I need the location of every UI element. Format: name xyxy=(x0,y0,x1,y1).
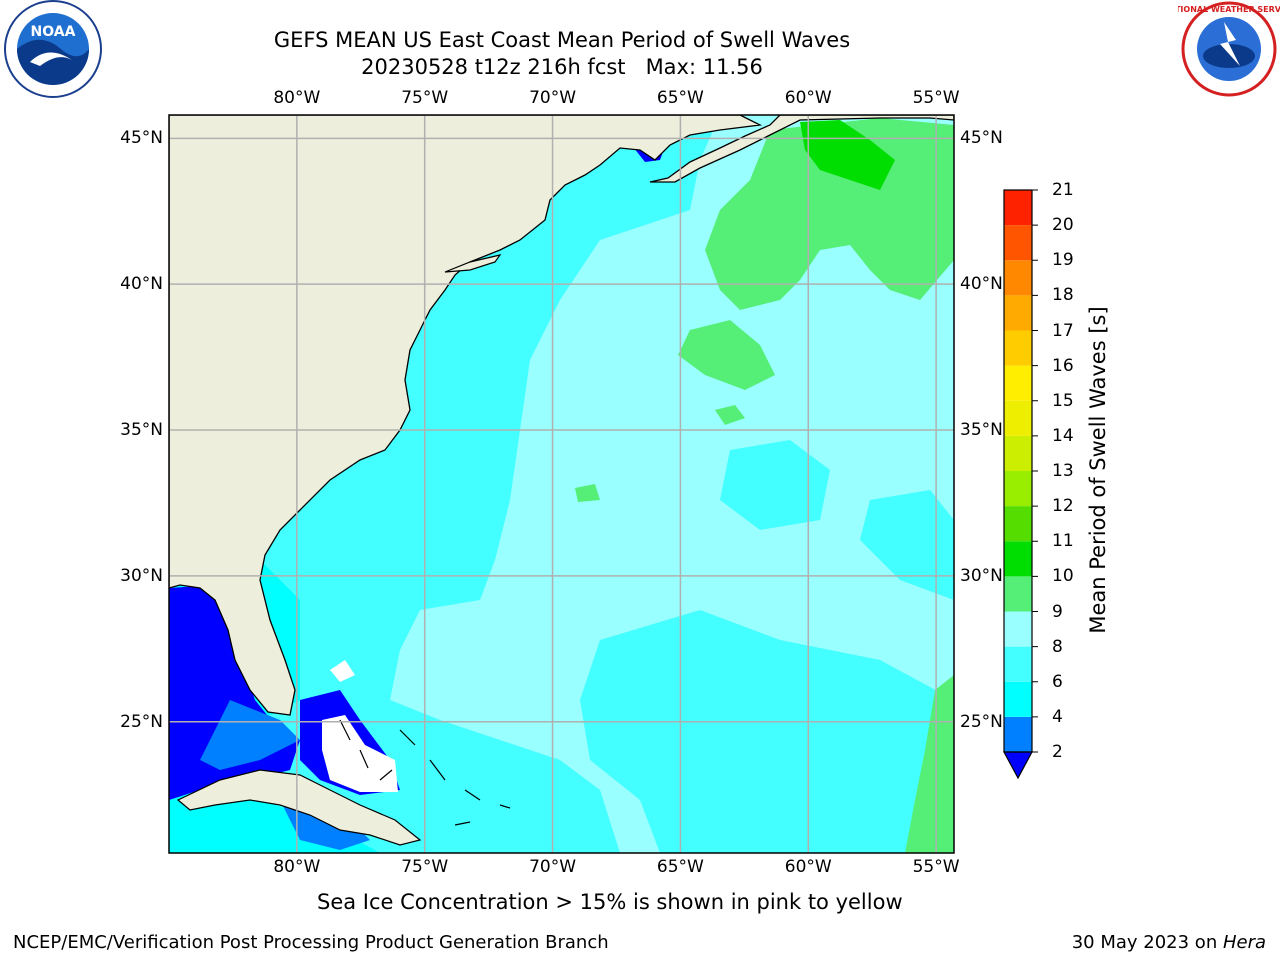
colorbar-tick-label: 14 xyxy=(1052,425,1074,446)
ocean-cyan-patch-central xyxy=(720,440,830,530)
colorbar-tick-label: 16 xyxy=(1052,355,1074,376)
colorbar-tick-label: 2 xyxy=(1052,742,1063,762)
gulf-blue-band xyxy=(200,700,300,770)
colorbar-bin xyxy=(1004,576,1032,612)
noaa-logo-text: NOAA xyxy=(31,24,76,40)
colorbar-bin xyxy=(1004,225,1032,261)
lon-tick-label: 60°W xyxy=(784,857,832,877)
bahamas-bank-white xyxy=(322,715,398,792)
colorbar-bin xyxy=(1004,190,1032,226)
colorbar-tick-label: 21 xyxy=(1052,180,1074,200)
colorbar-tick-label: 11 xyxy=(1052,531,1074,552)
lon-tick-label: 55°W xyxy=(912,857,960,877)
colorbar-tick-label: 17 xyxy=(1052,320,1074,341)
lon-tick-label: 65°W xyxy=(656,88,704,108)
green-swell-patch-central xyxy=(715,405,745,425)
long-island-land xyxy=(444,254,502,273)
colorbar-tick-label: 4 xyxy=(1052,706,1063,727)
green-swell-southeast xyxy=(905,675,954,853)
lat-tick-label: 25°N xyxy=(960,711,1003,732)
north-america-land xyxy=(169,115,763,716)
lat-tick-label: 30°N xyxy=(120,565,163,586)
lon-tick-label: 55°W xyxy=(912,88,960,108)
chart-subtitle: 20230528 t12z 216h fcst Max: 11.56 xyxy=(361,55,763,79)
bahamas-islands xyxy=(339,719,511,826)
lat-tick-label: 30°N xyxy=(960,565,1003,586)
footer-date: 30 May 2023 on xyxy=(1071,932,1223,953)
lon-tick-label: 60°W xyxy=(784,88,832,108)
colorbar-tick-label: 6 xyxy=(1052,671,1063,692)
colorbar-tick-label: 15 xyxy=(1052,390,1074,411)
noaa-logo: NOAA xyxy=(4,0,102,98)
map-frame xyxy=(168,114,955,854)
lon-tick-label: 65°W xyxy=(656,857,704,877)
green-swell-central-north xyxy=(678,320,775,390)
lat-tick-label: 40°N xyxy=(960,274,1003,295)
green-swell-patch-south xyxy=(575,484,600,502)
footer-machine: Hera xyxy=(1222,932,1266,953)
lon-tick-label: 80°W xyxy=(273,88,321,108)
colorbar-bin xyxy=(1004,681,1032,717)
colorbar-tick-label: 9 xyxy=(1052,601,1063,622)
lat-tick-label: 25°N xyxy=(120,711,163,732)
nws-logo-text: NATIONAL WEATHER SERVICE xyxy=(1178,5,1280,14)
ocean-cyan-patch-east xyxy=(860,490,954,600)
colorbar-bin xyxy=(1004,330,1032,366)
colorbar-bin xyxy=(1004,365,1032,401)
colorbar-bin xyxy=(1004,295,1032,331)
colorbar-tick-label: 13 xyxy=(1052,461,1074,481)
cuba-land xyxy=(176,769,422,846)
colorbar-tick-label: 19 xyxy=(1052,250,1074,271)
footer-right: 30 May 2023 on Hera xyxy=(1072,932,1266,953)
lon-tick-label: 80°W xyxy=(273,857,321,877)
colorbar-bin xyxy=(1004,611,1032,647)
ocean-cyan-patch-southeast xyxy=(580,610,954,853)
colorbar-tick-label: 12 xyxy=(1052,496,1074,517)
colorbar-tick-label: 20 xyxy=(1052,215,1074,236)
lat-tick-label: 45°N xyxy=(960,128,1003,149)
lon-tick-label: 70°W xyxy=(529,857,577,877)
lat-tick-label: 45°N xyxy=(120,128,163,149)
sea-ice-note: Sea Ice Concentration > 15% is shown in … xyxy=(317,890,903,914)
colorbar-under-triangle xyxy=(1002,751,1034,780)
lat-tick-label: 35°N xyxy=(120,420,163,441)
lat-tick-label: 40°N xyxy=(120,274,163,295)
colorbar-tick-label: 10 xyxy=(1052,566,1074,587)
colorbar-tick-label: 18 xyxy=(1052,285,1074,306)
little-bahama-bank-white xyxy=(330,660,355,682)
colorbar-bin xyxy=(1004,716,1032,752)
footer-left: NCEP/EMC/Verification Post Processing Pr… xyxy=(13,932,609,953)
green-swell-core xyxy=(800,120,895,190)
national-weather-service-logo: NATIONAL WEATHER SERVICE xyxy=(1178,1,1280,97)
lon-tick-label: 75°W xyxy=(401,857,449,877)
lon-tick-label: 70°W xyxy=(529,88,577,108)
colorbar-bin xyxy=(1004,541,1032,577)
colorbar-bin xyxy=(1004,435,1032,471)
colorbar-bin xyxy=(1004,260,1032,296)
colorbar-bin xyxy=(1004,506,1032,542)
colorbar-title: Mean Period of Swell Waves [s] xyxy=(1086,306,1110,634)
graticule xyxy=(169,115,954,853)
lon-tick-label: 75°W xyxy=(401,88,449,108)
lat-tick-label: 35°N xyxy=(960,420,1003,441)
colorbar xyxy=(1002,189,1038,780)
colorbar-bin xyxy=(1004,400,1032,436)
chart-title: GEFS MEAN US East Coast Mean Period of S… xyxy=(273,28,851,52)
colorbar-bin xyxy=(1004,471,1032,507)
colorbar-tick-label: 8 xyxy=(1052,636,1063,657)
colorbar-bin xyxy=(1004,646,1032,682)
